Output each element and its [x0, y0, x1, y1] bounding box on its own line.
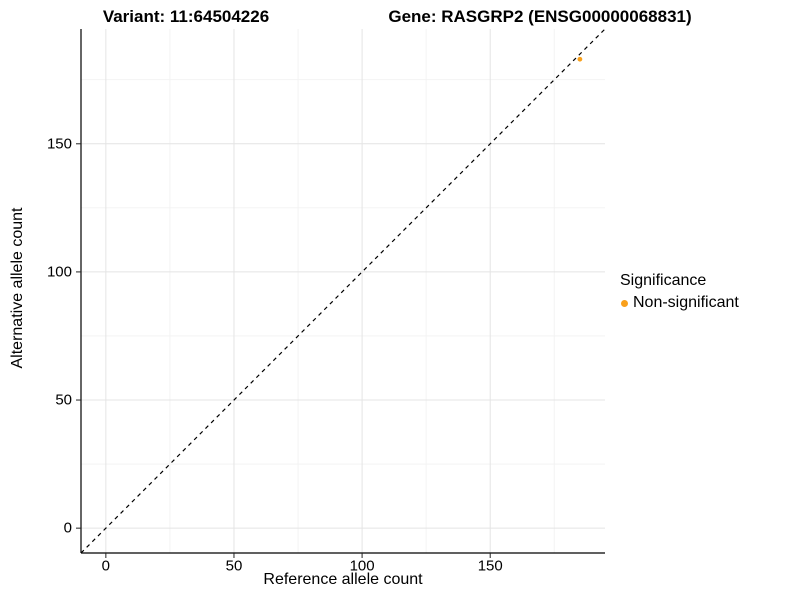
legend-item-label: Non-significant — [633, 294, 739, 311]
legend-point-swatch — [621, 299, 628, 307]
data-point — [577, 56, 583, 62]
y-tick-label: 100 — [47, 263, 72, 280]
y-axis-title: Alternative allele count — [9, 207, 26, 369]
identity-dashed-line — [80, 28, 606, 554]
legend: Significance Non-significant — [620, 272, 739, 312]
x-tick-label: 0 — [102, 557, 110, 574]
y-tick-label: 50 — [55, 392, 72, 409]
y-tick-label: 0 — [64, 520, 72, 537]
x-tick-label: 150 — [478, 557, 503, 574]
variant-title: Variant: 11:64504226 — [102, 7, 270, 26]
legend-title: Significance — [620, 272, 707, 289]
x-tick-label: 100 — [350, 557, 375, 574]
x-tick-label: 50 — [226, 557, 243, 574]
gene-title: Gene: RASGRP2 (ENSG00000068831) — [388, 7, 692, 26]
y-tick-label: 150 — [47, 135, 72, 152]
legend-item: Non-significant — [621, 294, 739, 312]
x-axis-title: Reference allele count — [263, 571, 423, 588]
